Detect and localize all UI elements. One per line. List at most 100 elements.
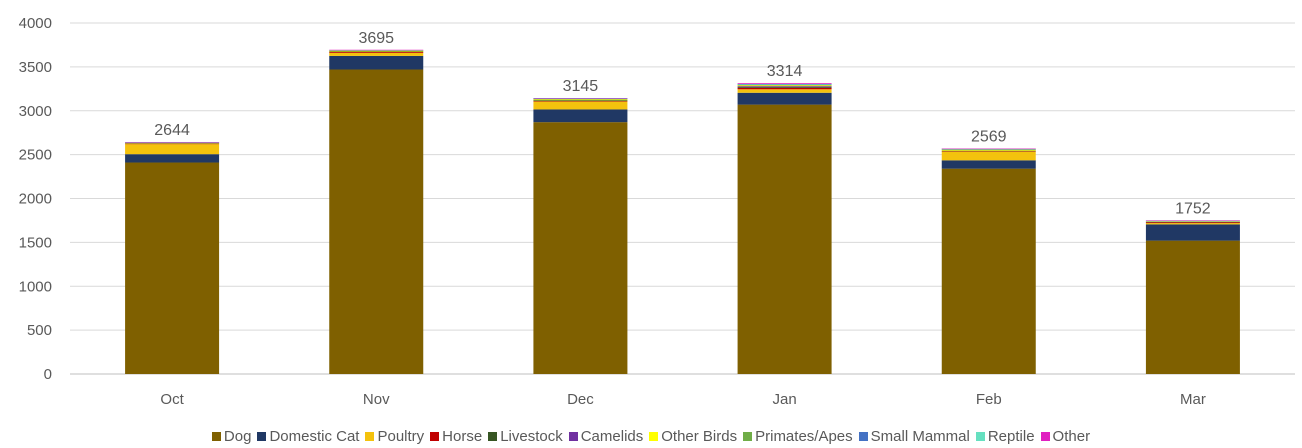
bar-segment-horse	[737, 87, 832, 90]
bar-segment-other-birds	[533, 99, 628, 101]
bar-segment-other-birds	[125, 142, 220, 144]
legend-label: Livestock	[500, 427, 563, 445]
legend-item: Dog	[211, 427, 252, 445]
y-tick-label: 1500	[19, 234, 52, 251]
legend-item: Primates/Apes	[743, 428, 853, 445]
bar-segment-dog	[329, 69, 424, 374]
legend-swatch	[858, 431, 868, 441]
legend-item: Reptile	[975, 427, 1035, 445]
legend-label: Horse	[442, 427, 483, 445]
bar-segment-livestock	[533, 100, 628, 102]
legend-item: Poultry	[365, 428, 424, 445]
bar-segment-livestock	[941, 150, 1036, 152]
legend-swatch	[430, 431, 440, 441]
bar-segment-domestic-cat	[737, 92, 832, 105]
bar-segment-camelids	[737, 86, 832, 88]
legend-item: Horse	[430, 428, 482, 445]
legend-label: Poultry	[377, 427, 425, 445]
bar-segment-horse	[1145, 222, 1240, 224]
bar-segment-other	[329, 49, 424, 51]
y-tick-label: 3500	[19, 59, 52, 76]
bar-segment-small-mammal	[737, 84, 832, 85]
x-tick-label: Mar	[1180, 391, 1206, 408]
legend-item: Livestock	[488, 428, 563, 445]
bar-segment-livestock	[737, 87, 832, 88]
legend-item: Other Birds	[649, 428, 737, 445]
legend-label: Other Birds	[661, 427, 738, 445]
bar-segment-reptile	[533, 98, 628, 99]
bar-segment-domestic-cat	[125, 154, 220, 163]
bar-segment-livestock	[125, 143, 220, 144]
bar-segment-other	[533, 98, 628, 99]
bar-segment-poultry	[1145, 223, 1240, 225]
bar-segment-poultry	[941, 151, 1036, 161]
y-tick-label: 2500	[19, 147, 52, 164]
bar-segment-other	[941, 148, 1036, 150]
bar-segment-other-birds	[1145, 221, 1240, 222]
legend-swatch	[975, 431, 985, 441]
legend-label: Camelids	[580, 427, 644, 445]
legend-item: Other	[1040, 427, 1091, 445]
bar-segment-poultry	[533, 101, 628, 110]
bar-segment-primates-apes	[533, 98, 628, 100]
legend-swatch	[211, 431, 221, 441]
bar-segment-domestic-cat	[329, 55, 424, 70]
y-tick-label: 500	[27, 322, 52, 339]
legend-label: Primates/Apes	[755, 427, 853, 445]
legend-swatch	[1040, 431, 1050, 441]
x-tick-label: Feb	[976, 391, 1002, 408]
bar-segment-other	[737, 83, 832, 84]
legend-swatch	[743, 431, 753, 441]
bar-total-label: 3695	[358, 30, 394, 47]
x-tick-label: Nov	[363, 391, 390, 408]
bar-total-label: 2569	[971, 129, 1007, 146]
legend-label: Other	[1052, 427, 1091, 445]
y-tick-label: 1000	[19, 278, 52, 295]
bar-segment-poultry	[737, 89, 832, 93]
legend-swatch	[488, 431, 498, 441]
x-tick-label: Oct	[160, 391, 184, 408]
chart-legend: Dog Domestic Cat Poultry Horse Livestock Came…	[0, 426, 1302, 446]
legend-swatch	[365, 431, 375, 441]
bar-segment-other	[125, 141, 220, 143]
bar-segment-horse	[533, 101, 628, 102]
x-tick-label: Jan	[772, 391, 796, 408]
bar-segment-other-birds	[941, 149, 1036, 151]
bar-segment-other-birds	[737, 85, 832, 87]
bar-segment-other-birds	[329, 50, 424, 52]
y-tick-label: 2000	[19, 191, 52, 208]
bar-segment-domestic-cat	[533, 109, 628, 123]
chart-plot: 0 500 1000 1500 2000 2500 3000 3500 4000 2644 Oct 3…	[19, 15, 1295, 408]
bar-total-label: 2644	[154, 122, 190, 139]
bar-total-label: 1752	[1175, 200, 1211, 217]
legend-label: Small Mammal	[870, 427, 970, 445]
bar-total-label: 3145	[563, 78, 599, 95]
bar-total-label: 3314	[767, 63, 803, 80]
bar-segment-dog	[737, 104, 832, 375]
bar-segment-poultry	[125, 144, 220, 155]
bar-segment-primates-apes	[737, 84, 832, 86]
bar-segment-horse	[329, 51, 424, 53]
legend-item: Camelids	[568, 427, 644, 445]
bar-segment-dog	[1145, 240, 1240, 374]
legend-label: Reptile	[987, 427, 1035, 445]
legend-item: Domestic Cat	[257, 428, 359, 445]
y-tick-label: 0	[44, 366, 52, 383]
legend-label: Dog	[223, 427, 252, 445]
legend-swatch	[649, 431, 659, 441]
bar-segment-domestic-cat	[941, 160, 1036, 169]
bar-segment-livestock	[1145, 221, 1240, 223]
x-tick-label: Dec	[567, 391, 594, 408]
bar-segment-poultry	[329, 52, 424, 56]
bar-segment-horse	[941, 151, 1036, 152]
bar-segment-primates-apes	[941, 149, 1036, 150]
bar-segment-domestic-cat	[1145, 224, 1240, 241]
bar-segment-dog	[125, 162, 220, 374]
legend-item: Small Mammal	[858, 427, 970, 445]
bar-segment-horse	[125, 143, 220, 145]
bar-segment-other	[1145, 220, 1240, 221]
bar-segment-dog	[941, 168, 1036, 374]
y-tick-label: 3000	[19, 103, 52, 120]
bar-segment-reptile	[1145, 220, 1240, 222]
